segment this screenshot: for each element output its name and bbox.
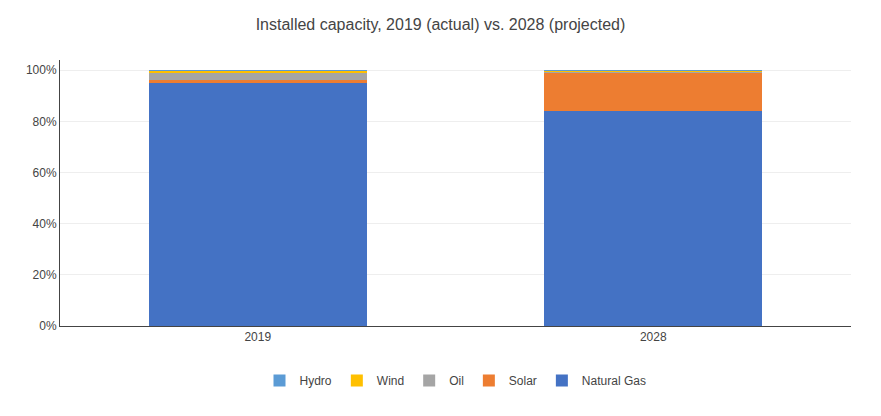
svg-text:80%: 80% [33, 115, 57, 129]
svg-text:100%: 100% [26, 63, 57, 77]
svg-text:Wind: Wind [377, 374, 404, 388]
svg-text:Natural Gas: Natural Gas [582, 374, 646, 388]
svg-text:Oil: Oil [449, 374, 464, 388]
svg-text:Hydro: Hydro [300, 374, 332, 388]
svg-text:40%: 40% [33, 217, 57, 231]
svg-text:20%: 20% [33, 268, 57, 282]
svg-text:Installed capacity, 2019 (actu: Installed capacity, 2019 (actual) vs. 20… [256, 16, 626, 33]
svg-text:Solar: Solar [509, 374, 537, 388]
svg-text:0%: 0% [39, 319, 57, 333]
svg-text:2019: 2019 [244, 330, 271, 344]
svg-text:2028: 2028 [640, 330, 667, 344]
svg-text:60%: 60% [33, 166, 57, 180]
